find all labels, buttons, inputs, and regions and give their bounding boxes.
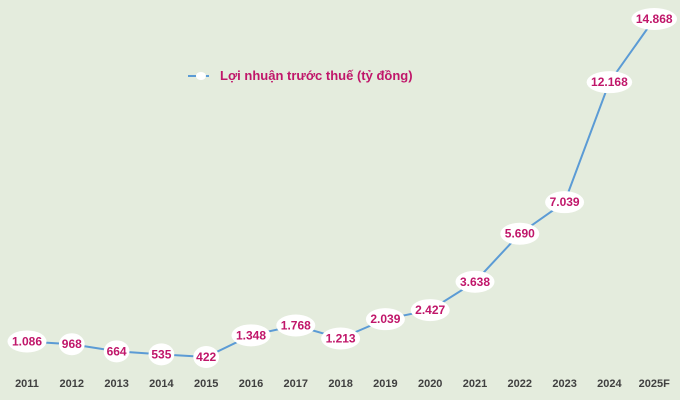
data-point-marker <box>148 343 175 366</box>
data-point-marker <box>58 333 85 356</box>
data-point-marker <box>321 327 361 350</box>
data-label: 14.868 <box>636 12 673 26</box>
data-point-marker <box>500 222 540 245</box>
data-label: 422 <box>196 350 216 364</box>
series-layer: 1.086 968 664 535 422 1.348 1.768 1.213 2.039 2.4… <box>7 8 677 368</box>
data-label: 1.348 <box>236 328 266 342</box>
x-tick-label: 2016 <box>239 378 263 390</box>
data-point-marker <box>455 270 495 293</box>
data-label: 1.768 <box>281 319 311 333</box>
x-axis: 2011 2012 2013 2014 2015 2016 2017 2018 2019 2020… <box>15 378 670 390</box>
data-label: 3.638 <box>460 275 490 289</box>
data-label: 12.168 <box>591 75 628 89</box>
data-point-marker <box>365 308 405 331</box>
x-tick-label: 2022 <box>508 378 532 390</box>
x-tick-label: 2023 <box>552 378 576 390</box>
x-tick-label: 2018 <box>328 378 352 390</box>
data-point-marker <box>545 191 585 214</box>
legend: Lợi nhuận trước thuế (tỷ đồng) <box>188 68 413 83</box>
data-label: 7.039 <box>550 195 580 209</box>
x-tick-label: 2021 <box>463 378 487 390</box>
data-label: 2.039 <box>370 312 400 326</box>
data-label: 968 <box>62 337 82 351</box>
data-point-marker <box>103 340 130 363</box>
data-label: 2.427 <box>415 303 445 317</box>
x-tick-label: 2024 <box>597 378 622 390</box>
x-tick-label: 2017 <box>284 378 308 390</box>
x-tick-label: 2025F <box>639 378 670 390</box>
x-tick-label: 2019 <box>373 378 397 390</box>
data-label: 1.086 <box>12 334 42 348</box>
x-tick-label: 2013 <box>104 378 128 390</box>
data-point-marker <box>7 330 47 353</box>
x-tick-label: 2014 <box>149 378 174 390</box>
data-point-marker <box>276 314 316 337</box>
legend-label: Lợi nhuận trước thuế (tỷ đồng) <box>220 68 413 83</box>
data-label: 664 <box>107 344 127 358</box>
legend-marker-swatch <box>196 72 206 80</box>
x-tick-label: 2012 <box>60 378 84 390</box>
x-tick-label: 2015 <box>194 378 218 390</box>
data-point-marker <box>410 299 450 322</box>
x-tick-label: 2020 <box>418 378 442 390</box>
data-point-marker <box>631 8 677 30</box>
data-point-marker <box>231 324 271 347</box>
data-label: 535 <box>151 347 171 361</box>
data-label: 5.690 <box>505 227 535 241</box>
data-point-marker <box>586 71 633 94</box>
data-label: 1.213 <box>326 331 356 345</box>
x-tick-label: 2011 <box>15 378 39 390</box>
data-point-marker <box>193 346 220 368</box>
